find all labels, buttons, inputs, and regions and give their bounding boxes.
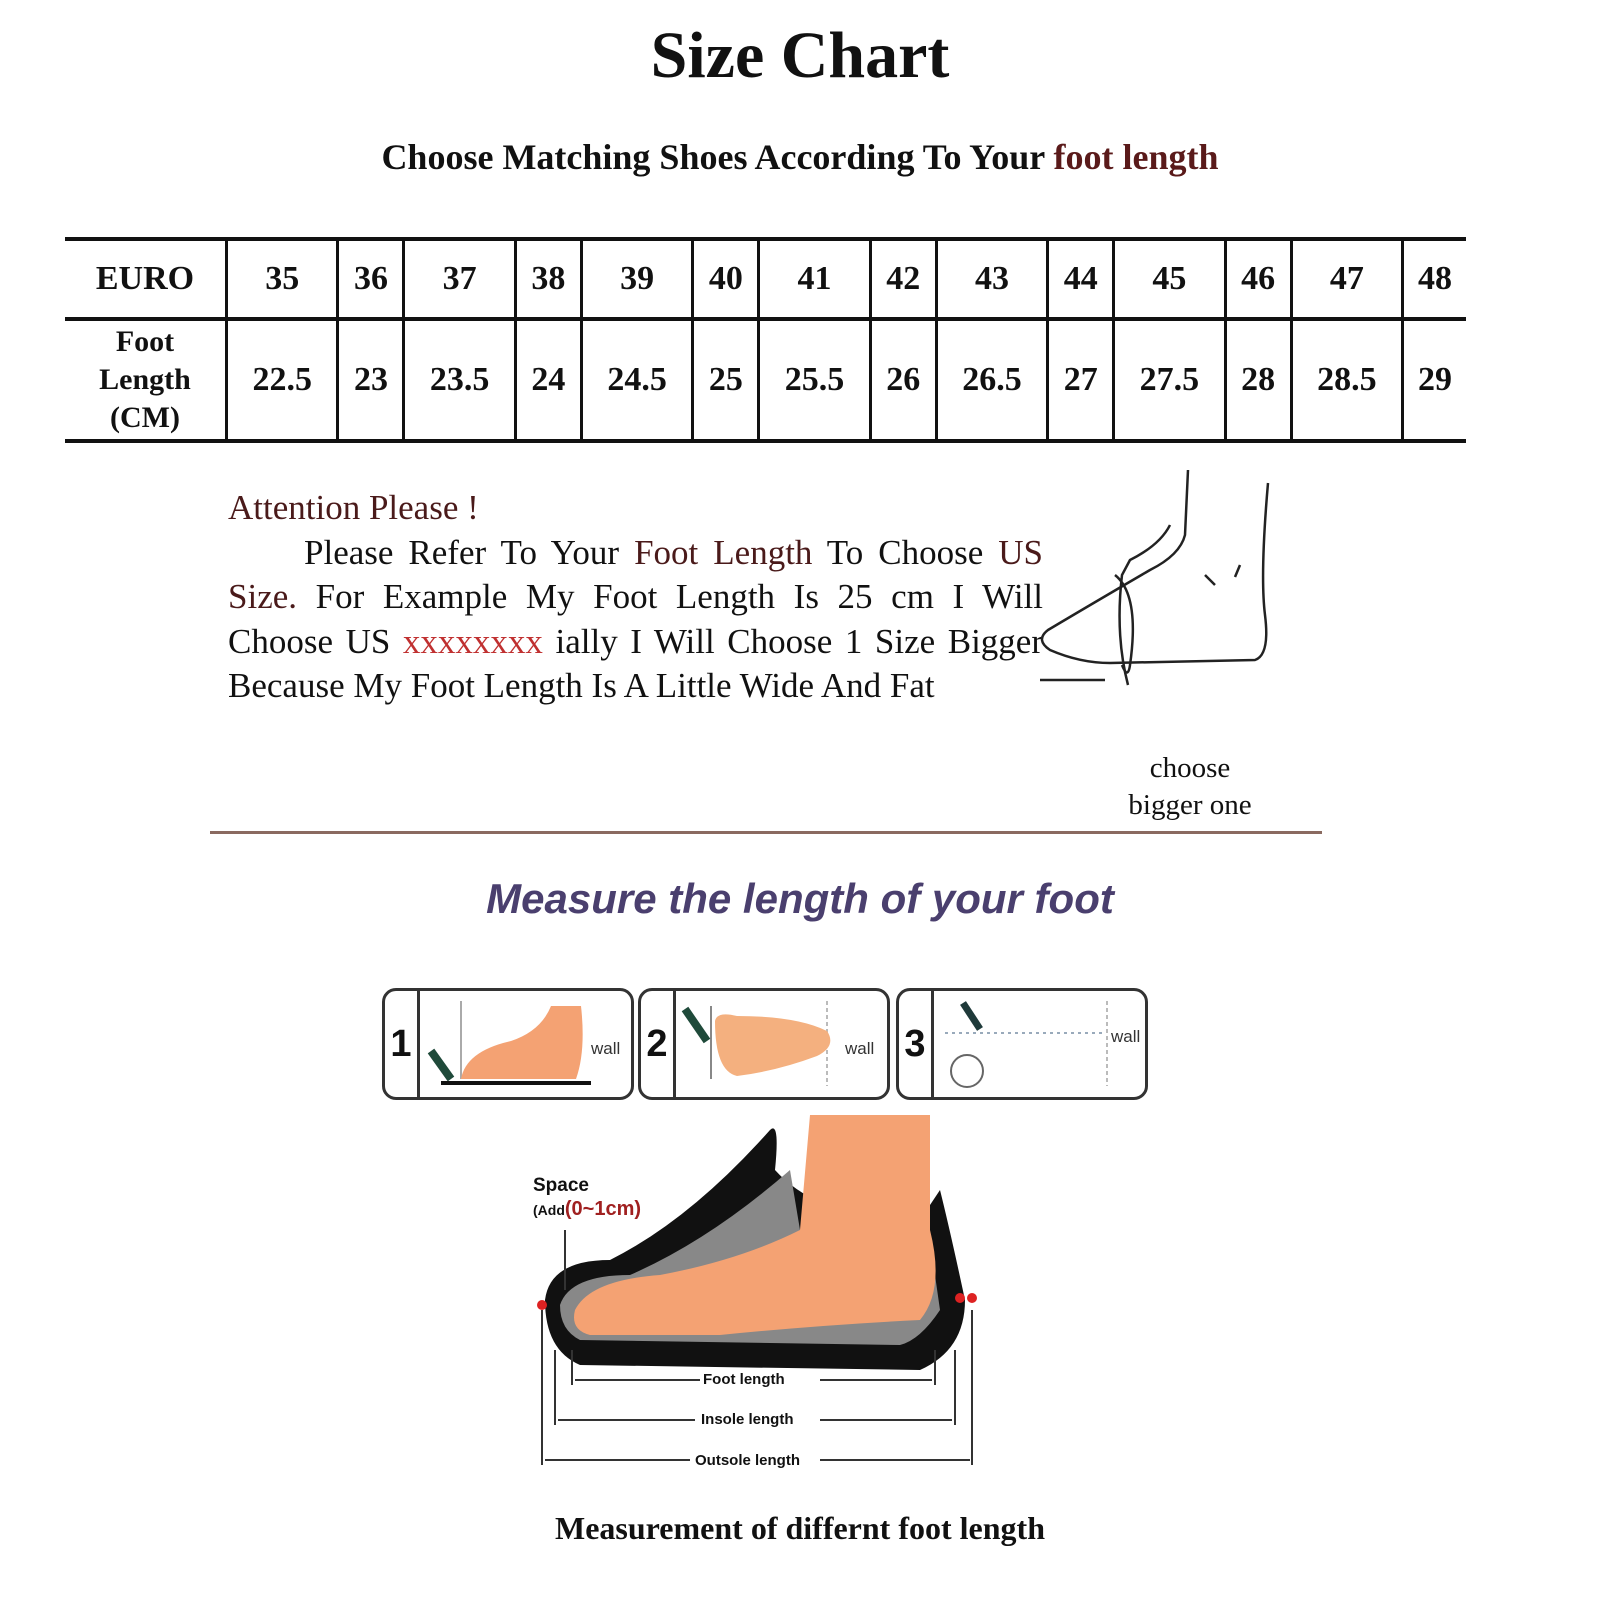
attention-note: Attention Please ! Please Refer To Your …	[228, 486, 1043, 709]
euro-size-cell: 46	[1223, 237, 1292, 321]
shoe-cross-section-diagram	[537, 1115, 977, 1465]
euro-size-cell: 45	[1112, 237, 1226, 321]
subtitle: Choose Matching Shoes According To Your …	[0, 136, 1600, 178]
attention-heading: Attention Please !	[228, 488, 479, 527]
note-text: Please Refer To Your	[304, 532, 635, 572]
euro-header: EURO	[65, 237, 227, 321]
space-label: Space	[533, 1175, 589, 1196]
choose-bigger-note: choose bigger one	[1110, 750, 1270, 824]
subtitle-highlight: foot length	[1053, 137, 1219, 177]
header-line: (CM)	[110, 401, 180, 434]
euro-size-cell: 44	[1046, 237, 1114, 321]
note-text: To Choose	[812, 532, 984, 572]
euro-size-cell: 47	[1289, 237, 1403, 321]
euro-size-cell: 35	[224, 237, 338, 321]
note-highlight: Foot Length	[634, 532, 813, 572]
foot-length-cell: 24	[513, 319, 582, 443]
foot-length-cell: 24.5	[579, 319, 693, 443]
foot-side-icon	[427, 1001, 591, 1085]
foot-length-cell: 23	[336, 319, 404, 443]
note-highlight: US Size.	[228, 532, 1044, 617]
wall-label: wall	[1111, 1027, 1141, 1046]
header-line: Length	[99, 363, 191, 396]
note-line: choose	[1149, 752, 1231, 784]
euro-size-cell: 38	[513, 237, 582, 321]
step-number: 3	[899, 991, 934, 1097]
euro-size-cell: 40	[691, 237, 759, 321]
note-line: bigger one	[1128, 789, 1252, 821]
foot-length-cell: 27	[1046, 319, 1114, 443]
euro-size-cell: 42	[868, 237, 937, 321]
step-panel-1: 1 wall	[382, 988, 634, 1100]
step-number: 2	[641, 991, 676, 1097]
foot-length-cell: 23.5	[402, 319, 516, 443]
foot-length-label: Foot length	[703, 1371, 785, 1388]
step-panel-2: 2 wall	[638, 988, 890, 1100]
header-line: Foot	[115, 325, 175, 358]
foot-top-icon	[681, 1001, 831, 1086]
step-panel-3: 3 wall	[896, 988, 1148, 1100]
subtitle-text: Choose Matching Shoes According To Your	[381, 137, 1054, 177]
wall-label: wall	[845, 1039, 875, 1058]
diagram-caption: Measurement of differnt foot length	[555, 1510, 1045, 1546]
euro-size-cell: 39	[579, 237, 693, 321]
euro-size-cell: 41	[757, 237, 871, 321]
size-table: EURO 35 36 37 38 39 40 41 42 43 44 45 46 47 48 Foot Le…	[65, 237, 1466, 443]
foot-length-header: Foot Length (CM)	[65, 319, 227, 443]
foot-length-cell: 27.5	[1112, 319, 1226, 443]
foot-length-cell: 28.5	[1289, 319, 1403, 443]
foot-length-cell: 28	[1223, 319, 1292, 443]
add-label: (Add(0~1cm)	[533, 1198, 641, 1221]
note-text: For Example My Foot Length Is 25 cm I Wi…	[228, 577, 1043, 661]
foot-length-cell: 22.5	[224, 319, 338, 443]
euro-size-cell: 36	[336, 237, 404, 321]
euro-size-cell: 43	[934, 237, 1048, 321]
step-number: 1	[385, 991, 420, 1097]
euro-size-cell: 37	[402, 237, 516, 321]
foot-length-cell: 25.5	[757, 319, 871, 443]
divider	[210, 831, 1322, 834]
note-text: ially I Will Choose 1 Size Bigger Becaus…	[228, 621, 1043, 706]
note-redacted: xxxxxxxx	[402, 621, 543, 661]
foot-length-cell: 29	[1401, 319, 1466, 443]
foot-length-row: Foot Length (CM) 22.5 23 23.5 24 24.5 25 25.5 26 2…	[65, 319, 1466, 443]
euro-size-cell: 48	[1401, 237, 1466, 321]
foot-in-shoe-sketch-icon	[1040, 469, 1270, 686]
measure-line-icon	[945, 1001, 1108, 1088]
add-text: (Add	[533, 1202, 565, 1218]
outsole-length-label: Outsole length	[695, 1452, 800, 1469]
foot-length-cell: 26	[868, 319, 937, 443]
page-title: Size Chart	[650, 19, 950, 92]
measure-title: Measure the length of your foot	[486, 875, 1114, 922]
wall-label: wall	[591, 1039, 621, 1058]
foot-length-cell: 26.5	[934, 319, 1048, 443]
euro-row: EURO 35 36 37 38 39 40 41 42 43 44 45 46 47 48	[65, 237, 1466, 321]
foot-length-cell: 25	[691, 319, 759, 443]
add-range: (0~1cm)	[564, 1198, 642, 1220]
insole-length-label: Insole length	[701, 1411, 794, 1428]
